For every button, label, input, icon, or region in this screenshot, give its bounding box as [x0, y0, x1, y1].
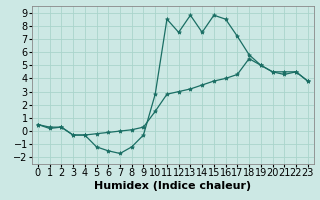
X-axis label: Humidex (Indice chaleur): Humidex (Indice chaleur) — [94, 181, 252, 191]
